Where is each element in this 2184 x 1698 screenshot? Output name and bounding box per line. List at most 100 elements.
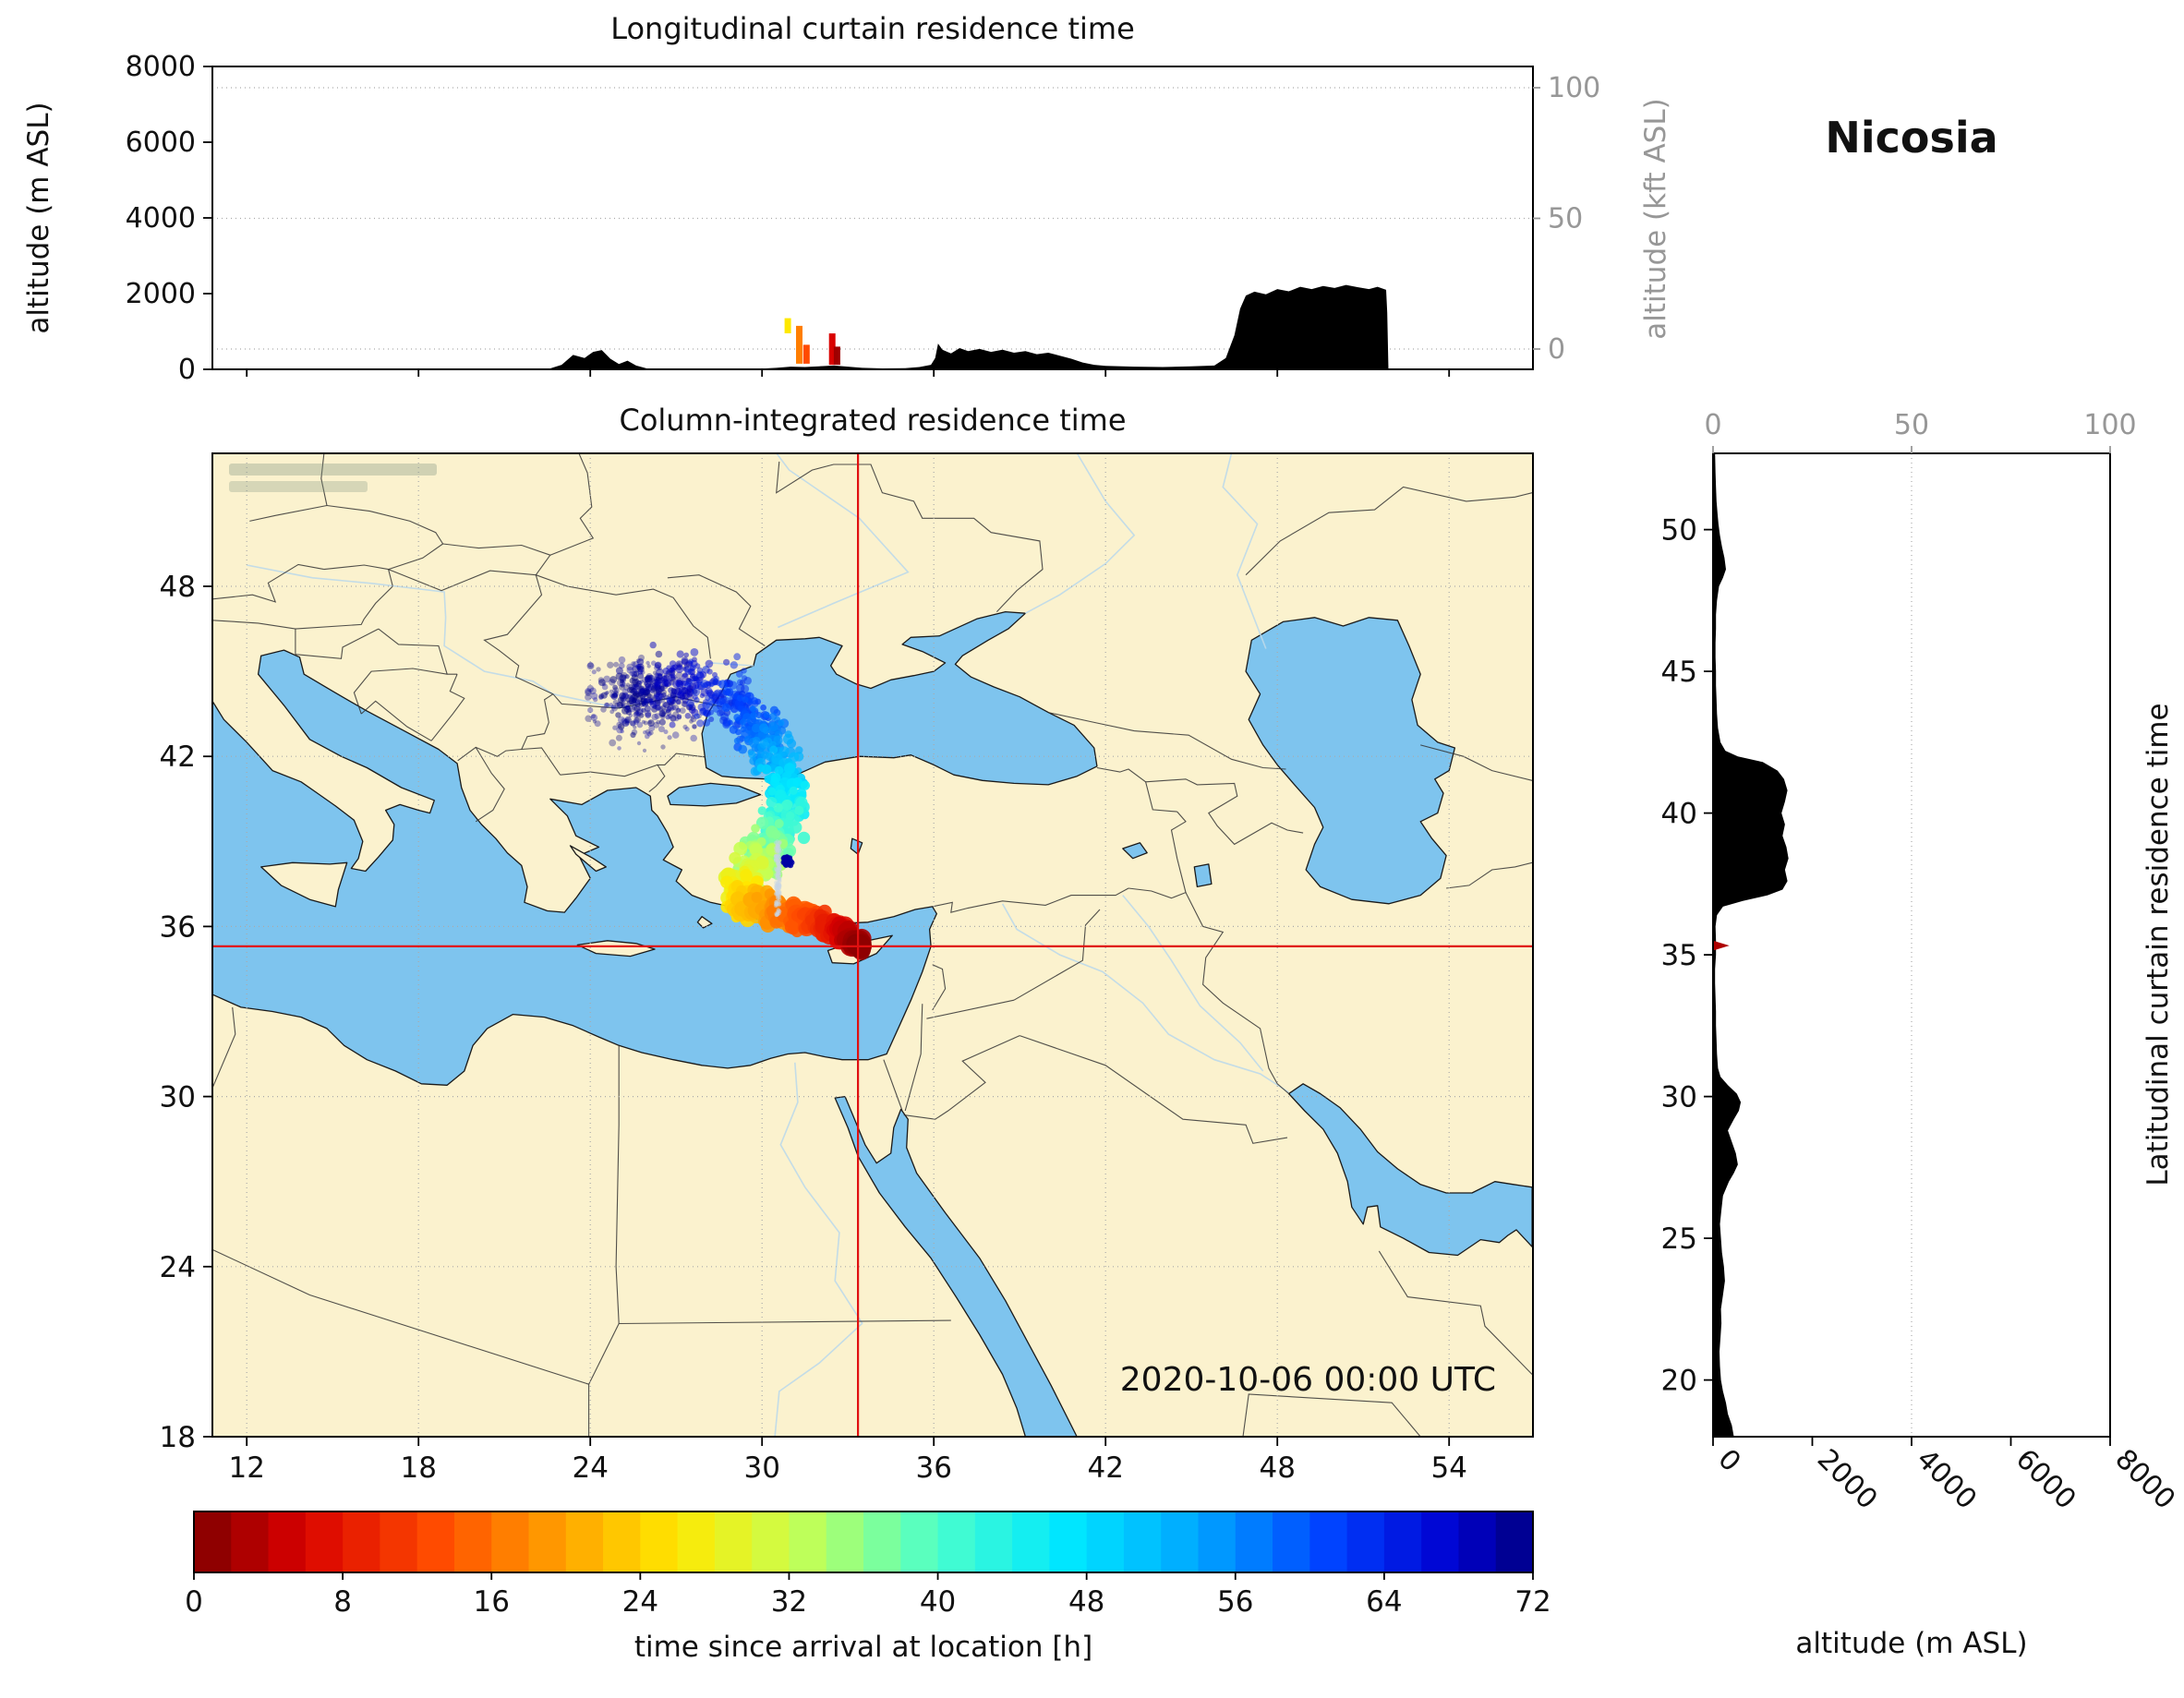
border-bulgaria-greece — [560, 764, 658, 777]
tick-label: 24 — [622, 1585, 658, 1619]
tick-label: 0 — [1548, 333, 1565, 366]
right-panel-ylabel: Latitudinal curtain residence time — [2142, 703, 2175, 1186]
top-ylabel-right: altitude (kft ASL) — [1639, 98, 1672, 340]
tick-label: 8 — [333, 1585, 352, 1619]
border-romania-ukraine — [536, 574, 711, 659]
river-don — [1025, 453, 1136, 614]
border-bosnia-croatia-1 — [360, 700, 432, 741]
tick-label: 25 — [1661, 1222, 1697, 1256]
tick-label: 100 — [2083, 409, 2136, 441]
residence-mark — [828, 333, 836, 366]
persian-gulf — [1287, 1083, 1533, 1257]
tick-label: 32 — [771, 1585, 807, 1619]
border-poland-slovakia — [442, 543, 551, 576]
euboea — [569, 845, 607, 873]
tick-label: 6000 — [126, 126, 196, 159]
tick-label: 2000 — [1811, 1443, 1884, 1516]
tick-label: 48 — [1259, 1451, 1295, 1485]
border-germany-poland — [320, 453, 328, 506]
border-hungary-croatia — [378, 628, 448, 675]
border-kazakh-turkmen — [1420, 744, 1533, 781]
border-poland-ukraine — [549, 453, 595, 556]
black-sea — [701, 610, 1098, 786]
border-bosnia-croatia-2 — [353, 668, 458, 715]
tick-label: 18 — [400, 1451, 436, 1485]
top-panel-title: Longitudinal curtain residence time — [610, 11, 1135, 46]
tick-label: 12 — [228, 1451, 264, 1485]
tick-label: 0 — [1704, 409, 1721, 441]
tick-label: 50 — [1548, 203, 1583, 235]
tick-label: 48 — [1068, 1585, 1104, 1619]
border-iraq-saudi-kuwait — [1020, 1035, 1288, 1144]
tick-label: 2000 — [126, 278, 196, 310]
river-nile — [774, 1062, 863, 1437]
tick-label: 45 — [1661, 656, 1697, 689]
border-kazakh-russia — [1245, 486, 1533, 576]
tick-label: 72 — [1514, 1585, 1551, 1619]
river-volga — [1222, 453, 1267, 649]
border-russia-caucasus — [1048, 712, 1286, 770]
tick-label: 18 — [160, 1421, 196, 1454]
map-axes: 12 18 24 30 36 42 48 54 18 24 30 36 42 48 — [160, 452, 1534, 1485]
tick-label: 24 — [572, 1451, 608, 1485]
station-title: Nicosia — [1825, 113, 1998, 163]
border-iran-iraq — [1185, 892, 1289, 1094]
tick-label: 100 — [1548, 72, 1600, 104]
tick-label: 50 — [1661, 514, 1697, 548]
border-israel-jordan — [904, 1004, 923, 1112]
tick-label: 42 — [1087, 1451, 1123, 1485]
residence-mark — [802, 344, 810, 364]
longitudinal-curtain-panel — [212, 66, 1533, 369]
tick-label: 48 — [160, 571, 196, 604]
border-ukraine-moldova — [667, 574, 766, 646]
border-syria-jordan — [926, 999, 1015, 1019]
longitudinal-curtain-axes: 0 2000 4000 6000 8000 0 50 100 — [126, 51, 1601, 386]
tick-label: 36 — [915, 1451, 951, 1485]
border-egypt-libya — [615, 1045, 620, 1324]
top-ylabel-left: altitude (m ASL) — [22, 102, 55, 334]
tick-label: 50 — [1894, 409, 1929, 441]
map-title: Column-integrated residence time — [619, 403, 1127, 438]
border-germany-czech — [249, 504, 328, 522]
border-saudi-yemen-oman — [1242, 1393, 1421, 1437]
border-bulgaria-serbia — [521, 693, 554, 750]
border-transcaucasus — [1145, 778, 1304, 846]
map-panel — [212, 453, 1533, 1437]
border-turkey-iraq-iran — [1128, 811, 1187, 899]
border-slovenia-croatia — [295, 628, 380, 659]
border-serbia-romania-hungary — [483, 574, 554, 695]
border-syria-iraq — [1013, 909, 1101, 1001]
tick-label: 30 — [1661, 1081, 1697, 1114]
lake-van — [1122, 842, 1148, 860]
border-slovakia-hungary — [388, 569, 537, 592]
latitudinal-terrain-silhouette — [1713, 453, 1789, 1437]
watermark — [229, 481, 368, 492]
border-czech-slovakia — [388, 543, 443, 571]
border-turkey-caucasus — [1096, 766, 1177, 813]
tick-label: 20 — [1661, 1365, 1697, 1398]
border-ukraine-russia — [776, 461, 1044, 612]
residence-mark — [1713, 940, 1730, 951]
tick-label: 6000 — [2009, 1443, 2082, 1516]
tick-label: 30 — [743, 1451, 779, 1485]
river-tigris — [1122, 895, 1264, 1072]
tick-label: 64 — [1366, 1585, 1402, 1619]
tick-label: 16 — [473, 1585, 509, 1619]
crete — [576, 940, 656, 957]
tick-label: 56 — [1217, 1585, 1253, 1619]
tick-label: 0 — [178, 354, 196, 386]
tick-label: 4000 — [1910, 1443, 1983, 1516]
tick-label: 4000 — [126, 202, 196, 235]
tick-label: 35 — [1661, 939, 1697, 972]
lake-urmia — [1193, 863, 1213, 888]
border-egypt-sudan — [619, 1319, 951, 1325]
border-israel-egypt — [883, 1059, 903, 1112]
tick-label: 8000 — [126, 51, 196, 83]
border-germany-austria — [212, 563, 325, 603]
right-panel-xlabel: altitude (m ASL) — [1795, 1627, 2028, 1660]
sicily — [260, 861, 348, 908]
border-sahara-2 — [588, 1323, 620, 1385]
